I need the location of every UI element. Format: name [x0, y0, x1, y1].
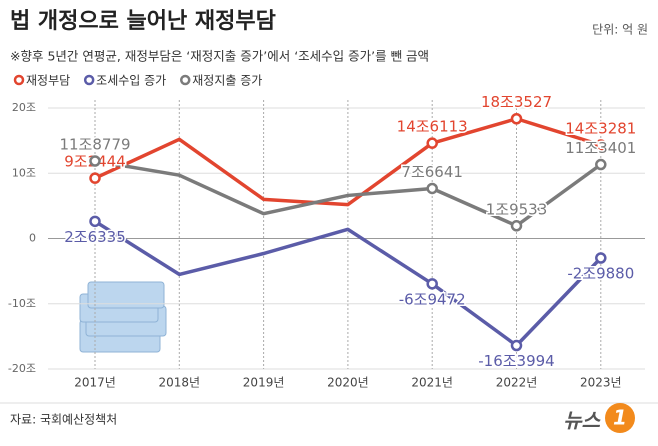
value-label: 7조6641 [401, 163, 463, 181]
point-marker [595, 139, 607, 151]
value-label: 1조9533 [486, 200, 548, 218]
logo-number: 1 [613, 406, 627, 430]
value-label: -16조3994 [478, 352, 554, 370]
value-label: 18조3527 [481, 93, 552, 111]
point-marker [89, 172, 101, 184]
point-marker [510, 220, 523, 232]
logo-circle [605, 403, 635, 433]
value-label: 11조8779 [59, 135, 130, 153]
point-marker [89, 215, 101, 228]
x-tick-label: 2023년 [580, 376, 622, 390]
x-tick-label: 2020년 [327, 376, 369, 390]
point-marker [426, 137, 438, 149]
value-label: -2조9880 [567, 264, 634, 282]
legend-label: 재정부담 [26, 74, 70, 88]
y-tick-label: 10조 [12, 166, 36, 179]
x-tick-label: 2018년 [159, 376, 201, 390]
legend-marker [179, 74, 191, 86]
point-marker [426, 278, 438, 290]
value-label: 14조6113 [397, 118, 468, 136]
legend-label: 조세수입 증가 [96, 74, 166, 88]
y-tick-label: -20조 [8, 362, 36, 375]
point-marker [510, 339, 523, 352]
point-marker [595, 158, 607, 171]
legend-marker [13, 74, 25, 86]
logo-text: 뉴스 [563, 409, 601, 433]
legend-marker [83, 74, 95, 86]
point-marker [595, 252, 607, 264]
y-tick-label: 20조 [12, 101, 36, 114]
source: 자료: 국회예산정책처 [10, 412, 117, 427]
x-tick-label: 2021년 [411, 376, 453, 390]
point-marker [89, 155, 101, 167]
x-tick-label: 2022년 [496, 376, 538, 390]
x-tick-label: 2019년 [243, 376, 285, 390]
value-label: -6조9472 [399, 290, 466, 308]
y-tick-label: 0 [29, 232, 36, 245]
legend-label: 재정지출 증가 [192, 74, 262, 88]
unit: 단위: 억 원 [592, 23, 648, 37]
value-label: 14조3281 [565, 120, 636, 138]
value-label: 2조6335 [64, 228, 126, 246]
point-marker [426, 182, 438, 195]
x-tick-label: 2017년 [74, 376, 116, 390]
y-tick-label: -10조 [8, 297, 36, 310]
point-marker [510, 112, 523, 125]
money-icon [79, 281, 167, 353]
subtitle: ※향후 5년간 연평균, 재정부담은 ‘재정지출 증가’에서 ‘조세수입 증가’… [10, 49, 429, 64]
chart-title: 법 개정으로 늘어난 재정부담 [10, 9, 276, 34]
value-label: 11조3401 [565, 139, 636, 157]
